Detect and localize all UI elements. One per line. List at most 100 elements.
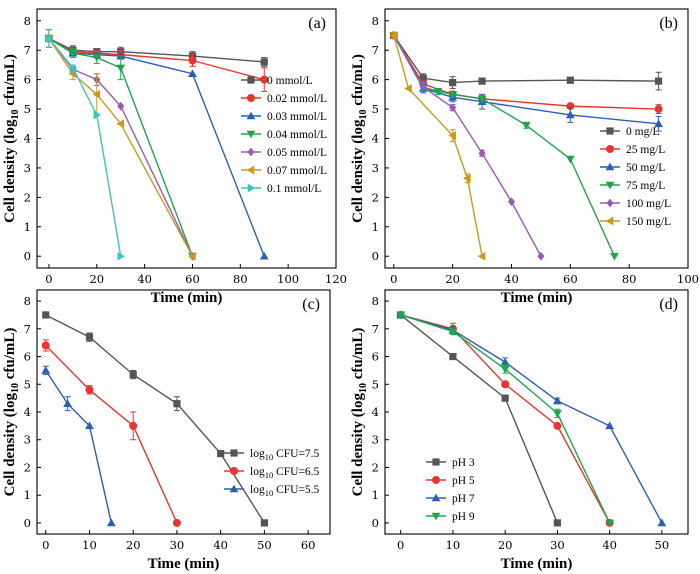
y-tick-label: 2 <box>372 190 379 204</box>
legend-label: 0.05 mmol/L <box>267 147 327 159</box>
x-tick-label: 40 <box>137 272 152 286</box>
legend-label: 25 mg/L <box>626 144 665 156</box>
data-point <box>552 396 562 405</box>
y-tick-label: 8 <box>372 14 379 28</box>
legend-marker <box>230 467 238 475</box>
data-point <box>566 76 574 84</box>
data-point <box>92 89 101 99</box>
data-point <box>657 518 667 527</box>
data-point <box>93 110 102 120</box>
y-axis-title: Cell density (log10 cfu/mL) <box>350 54 369 223</box>
data-point <box>259 251 269 260</box>
legend-marker <box>605 181 615 190</box>
y-tick-label: 1 <box>24 220 31 234</box>
data-point <box>449 103 457 112</box>
y-tick-label: 8 <box>372 294 379 308</box>
series-6 <box>44 29 196 261</box>
plot-frame <box>384 8 689 269</box>
series-line <box>45 370 113 524</box>
y-tick-label: 3 <box>24 161 31 175</box>
series-7 <box>45 29 126 261</box>
series-2 <box>44 29 269 92</box>
y-tick-label: 5 <box>372 102 379 116</box>
y-tick-label: 4 <box>372 405 379 419</box>
legend-marker <box>246 111 256 120</box>
legend-label: 0.03 mmol/L <box>267 111 327 123</box>
x-tick-label: 80 <box>233 272 248 286</box>
legend-marker <box>247 183 256 193</box>
y-axis-title: Cell density (log10 cfu/mL) <box>2 328 21 497</box>
series-2 <box>41 339 181 527</box>
legend-marker <box>606 198 614 208</box>
x-tick-label: 100 <box>277 272 299 286</box>
y-tick-label: 0 <box>24 249 31 263</box>
x-axis-title: Time (min) <box>148 556 220 572</box>
legend-marker <box>431 493 441 502</box>
data-point <box>654 119 663 128</box>
legend-label: pH 7 <box>452 493 475 505</box>
series-5 <box>390 31 545 261</box>
legend-label: pH 5 <box>452 475 475 487</box>
data-point <box>188 251 196 261</box>
x-tick-label: 30 <box>550 538 565 552</box>
panel-label: (d) <box>659 296 678 313</box>
data-point <box>188 56 197 65</box>
data-point <box>500 357 510 366</box>
data-point <box>41 341 50 350</box>
x-tick-label: 30 <box>170 538 185 552</box>
data-point <box>92 54 102 62</box>
data-point <box>654 105 663 114</box>
data-point <box>501 380 510 389</box>
x-tick-label: 100 <box>677 272 699 286</box>
y-axis-title: Cell density (log10 cfu/mL) <box>350 328 369 497</box>
x-tick-label: 0 <box>45 272 52 286</box>
y-tick-label: 3 <box>372 161 379 175</box>
x-tick-label: 60 <box>301 538 316 552</box>
y-tick-label: 6 <box>372 73 379 87</box>
legend: pH 3 pH 5 pH 7 pH 9 <box>426 457 475 523</box>
data-point <box>85 421 94 430</box>
data-point <box>448 91 458 99</box>
legend: 0 mmol/L 0.02 mmol/L 0.03 mmol/L 0.04 mmol/… <box>241 75 327 195</box>
y-tick-label: 2 <box>372 460 379 474</box>
data-point <box>41 366 51 374</box>
data-point <box>129 421 138 430</box>
series-line <box>400 314 559 524</box>
data-point <box>117 251 126 261</box>
data-point <box>419 82 427 92</box>
x-tick-label: 0 <box>397 538 404 552</box>
series-line <box>393 35 483 257</box>
data-point <box>404 84 412 93</box>
data-point <box>116 119 125 129</box>
legend-label: log10 CFU=6.5 <box>250 466 320 480</box>
series-6 <box>389 31 486 261</box>
series-line <box>393 35 659 84</box>
series-3 <box>41 365 116 527</box>
series-1 <box>42 311 269 527</box>
x-axis-title: Time (min) <box>501 290 573 306</box>
y-tick-label: 1 <box>24 488 31 502</box>
data-point <box>173 400 181 408</box>
data-point <box>537 251 545 261</box>
legend-marker <box>230 449 238 457</box>
data-point <box>419 74 427 82</box>
y-tick-label: 3 <box>24 433 31 447</box>
series-3 <box>44 29 269 260</box>
series-4 <box>44 29 197 261</box>
x-tick-label: 50 <box>655 538 670 552</box>
y-tick-label: 8 <box>24 14 31 28</box>
data-point <box>448 328 458 336</box>
y-tick-label: 7 <box>24 322 31 336</box>
data-point <box>521 121 531 130</box>
series-1 <box>45 29 268 67</box>
x-tick-label: 40 <box>504 272 519 286</box>
data-point <box>449 78 457 87</box>
data-point <box>449 352 457 361</box>
y-tick-label: 2 <box>24 460 31 474</box>
y-tick-label: 0 <box>372 516 379 530</box>
data-point <box>654 77 663 85</box>
x-tick-label: 60 <box>185 272 200 286</box>
series-line <box>400 314 611 524</box>
x-tick-label: 20 <box>445 272 460 286</box>
series-line <box>48 37 265 63</box>
